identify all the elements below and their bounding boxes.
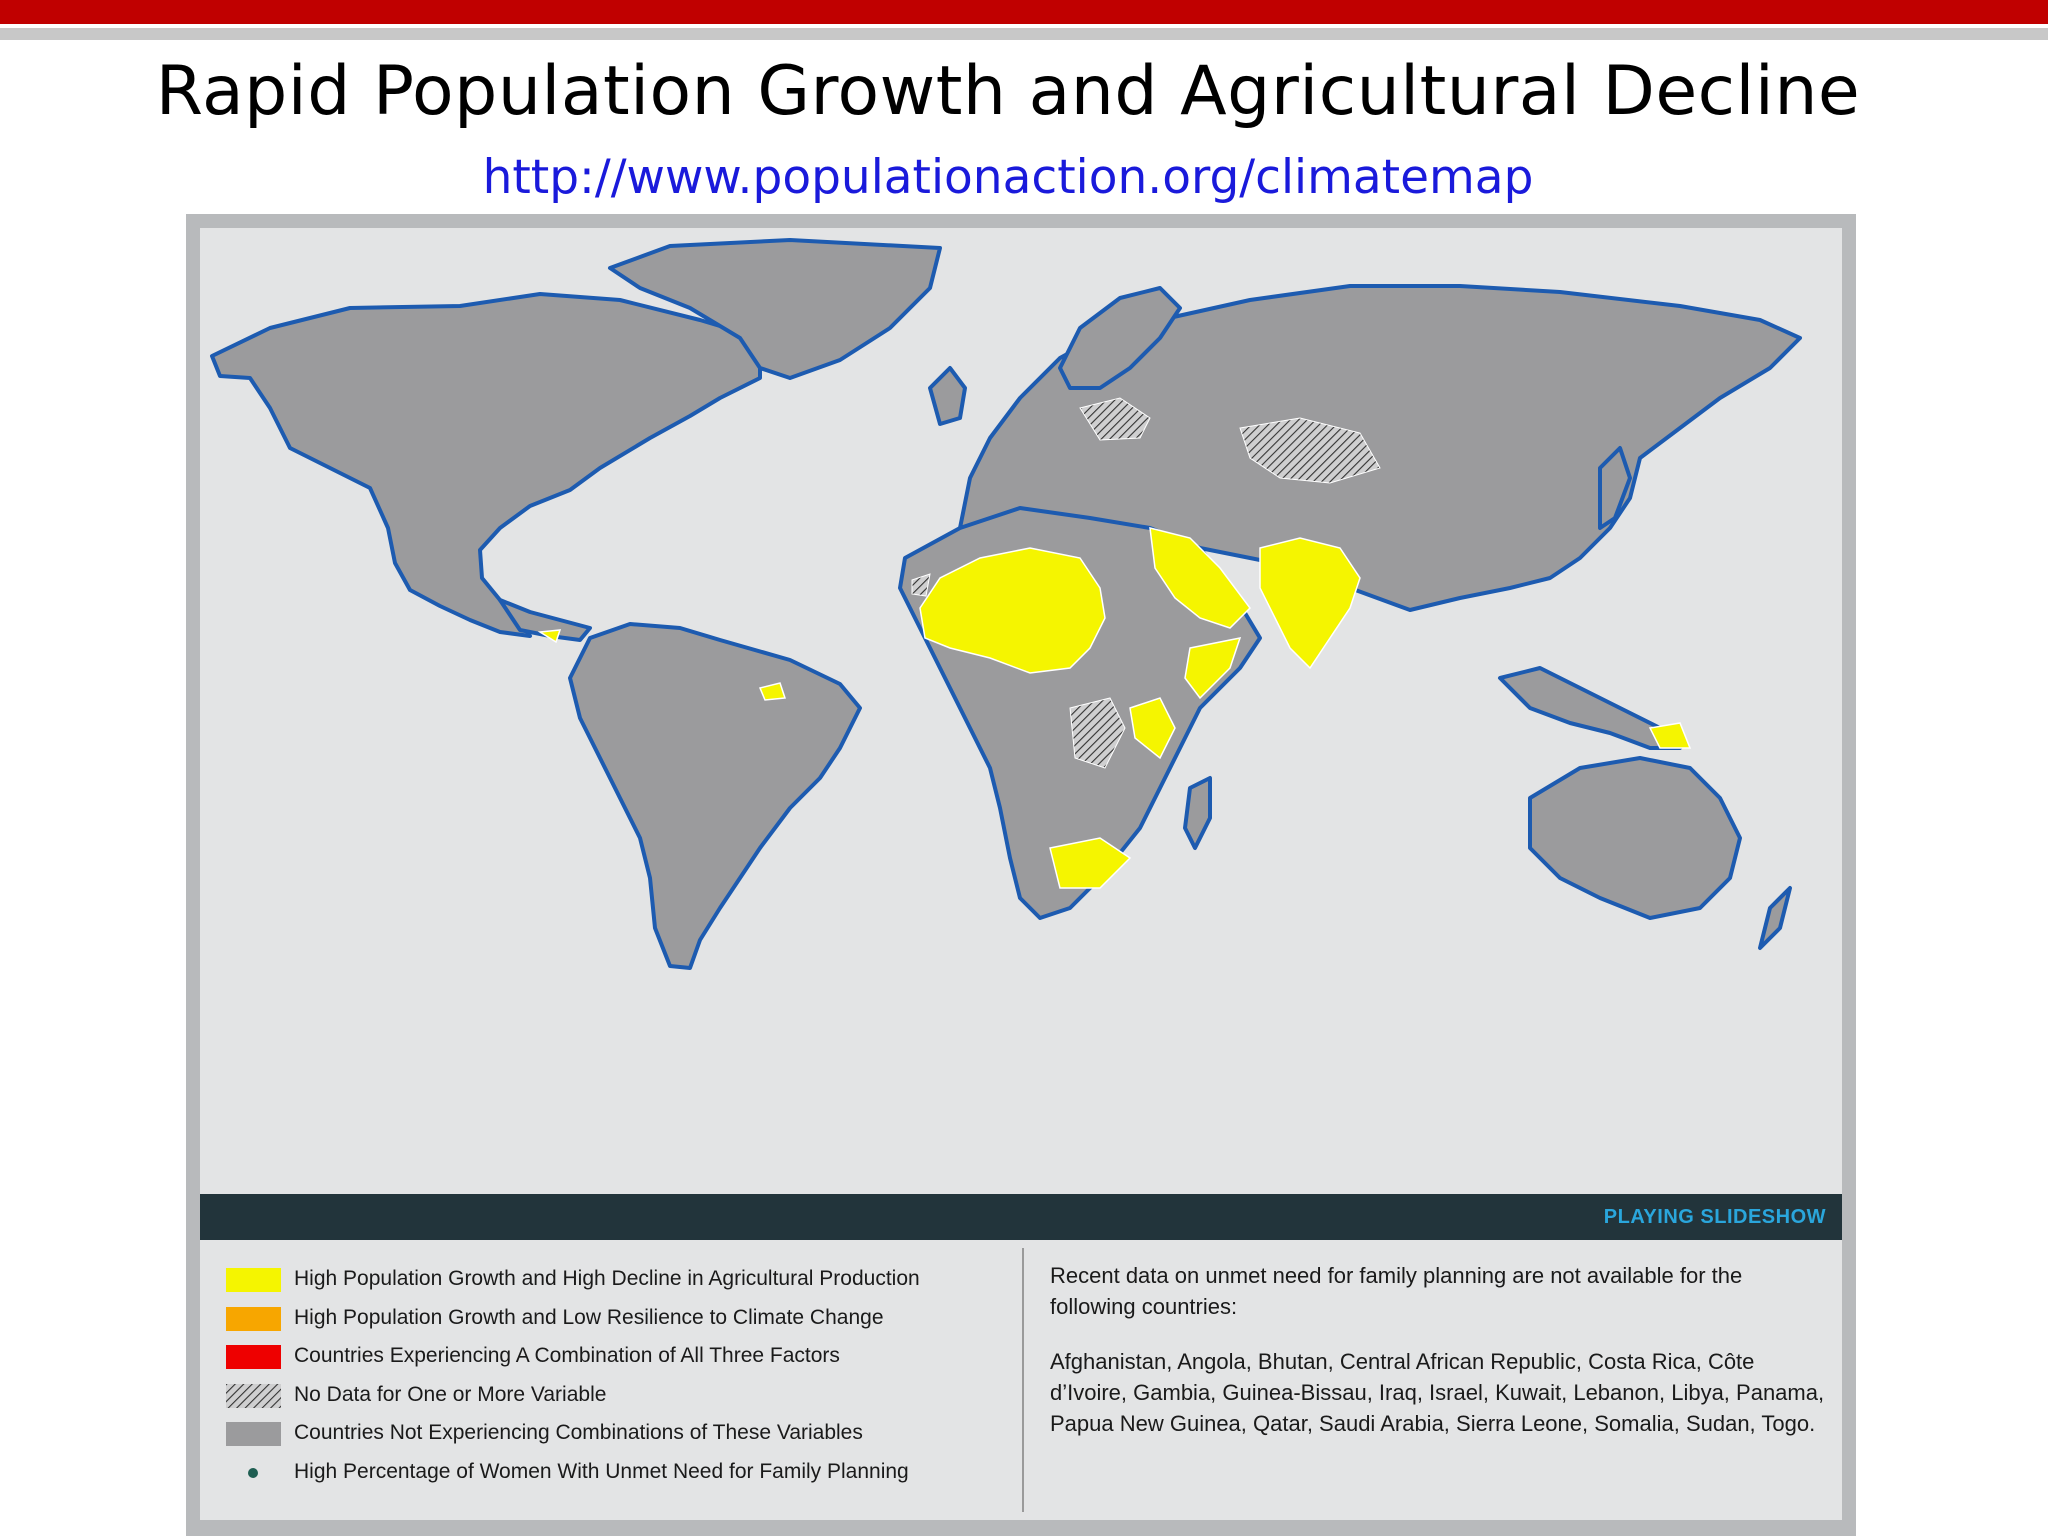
slideshow-bar: PLAYING SLIDESHOW xyxy=(200,1194,1842,1240)
slide-title: Rapid Population Growth and Agricultural… xyxy=(155,52,1861,131)
central-america xyxy=(498,598,592,642)
unavailable-countries-list: Afghanistan, Angola, Bhutan, Central Afr… xyxy=(1050,1349,1825,1436)
header-gray-stripe xyxy=(0,28,2048,40)
legend-label: No Data for One or More Variable xyxy=(294,1382,607,1406)
header-red-stripe xyxy=(0,0,2048,24)
papua-new-guinea xyxy=(1648,722,1692,749)
madagascar xyxy=(1183,776,1212,850)
legend-swatch-red xyxy=(226,1345,281,1370)
new-zealand xyxy=(1758,886,1792,950)
north-america xyxy=(210,292,762,638)
legend-swatch-orange xyxy=(226,1306,281,1331)
legend-label: High Population Growth and High Decline … xyxy=(294,1267,920,1290)
central-africa xyxy=(1069,697,1126,769)
south-america xyxy=(568,622,862,970)
east-africa xyxy=(1129,697,1176,760)
southern-africa xyxy=(1049,837,1132,889)
arabian-peninsula xyxy=(1149,527,1251,629)
central-america-highlight xyxy=(537,629,562,644)
greenland xyxy=(608,238,942,380)
central-asia xyxy=(1239,417,1381,484)
legend-label: Countries Experiencing A Combination of … xyxy=(294,1344,840,1368)
southeast-asia-islands xyxy=(1498,666,1682,750)
japan xyxy=(1598,446,1632,530)
playing-slideshow-button[interactable]: PLAYING SLIDESHOW xyxy=(1603,1206,1826,1228)
western-sahara xyxy=(911,573,931,597)
eastern-europe xyxy=(1079,397,1151,441)
guyana xyxy=(758,682,787,701)
legend-divider xyxy=(1022,1248,1024,1512)
horn-of-africa xyxy=(1184,637,1242,700)
south-asia xyxy=(1259,537,1361,670)
legend-panel: High Population Growth and High Decline … xyxy=(200,1240,1842,1520)
scandinavia xyxy=(1058,286,1182,390)
legend-label: Countries Not Experiencing Combinations … xyxy=(294,1421,863,1445)
legend-label: High Population Growth and Low Resilienc… xyxy=(294,1305,884,1329)
legend-dot-icon xyxy=(248,1467,258,1478)
source-link[interactable]: http://www.populationaction.org/climatem… xyxy=(482,150,1534,205)
legend-swatch-hatched xyxy=(226,1383,281,1408)
unmet-need-note: Recent data on unmet need for family pla… xyxy=(1050,1263,1743,1319)
uk xyxy=(928,366,967,426)
legend-label: High Percentage of Women With Unmet Need… xyxy=(294,1459,909,1483)
sahel-region xyxy=(919,547,1106,674)
world-map xyxy=(200,228,1842,1194)
legend-swatch-yellow xyxy=(226,1268,281,1292)
legend-swatch-gray xyxy=(226,1422,281,1447)
australia xyxy=(1528,756,1742,920)
world-map-svg xyxy=(210,238,1802,970)
